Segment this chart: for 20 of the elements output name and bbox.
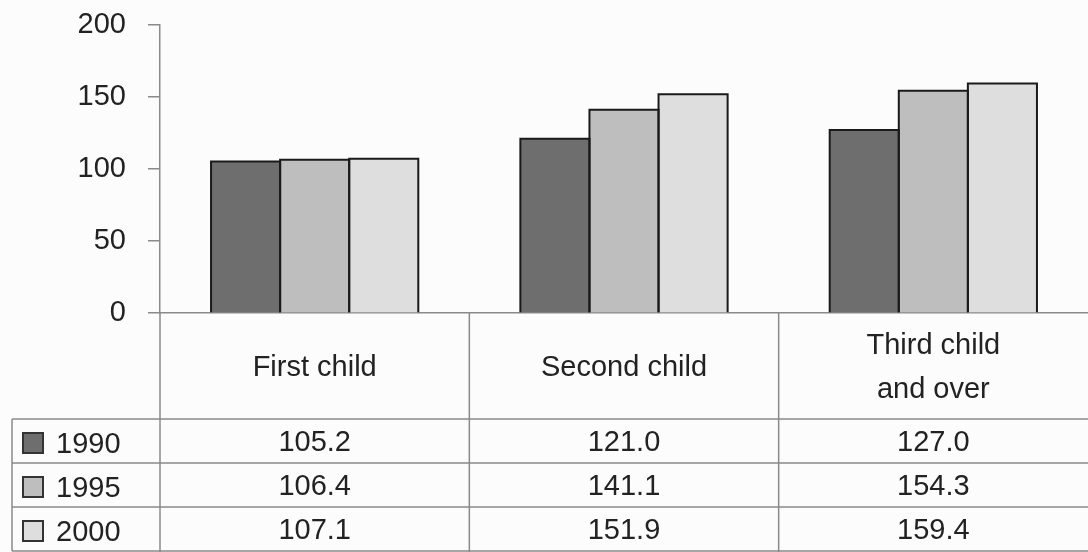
y-tick-label: 50: [93, 223, 126, 255]
y-tick-label: 100: [77, 151, 126, 183]
data-label: 121.0: [587, 425, 661, 457]
y-tick-label: 200: [77, 7, 126, 39]
x-tick-label: Second child: [540, 350, 708, 382]
x-tick-label: First child: [252, 350, 377, 382]
legend-label: 1990: [56, 426, 121, 460]
data-label: 105.2: [278, 425, 351, 457]
data-label: 154.3: [897, 469, 970, 501]
y-tick-label: 0: [109, 295, 126, 327]
data-label: 127.0: [897, 425, 970, 457]
data-label: 159.4: [897, 513, 970, 545]
legend-label: 2000: [56, 514, 121, 548]
legend-label: 1995: [56, 470, 121, 504]
y-tick-label: 150: [77, 79, 126, 111]
data-label: 141.1: [587, 469, 661, 501]
data-label: 107.1: [278, 513, 351, 545]
x-tick-label: Third child and over: [866, 328, 1001, 404]
data-label: 151.9: [587, 513, 661, 545]
data-label: 106.4: [278, 469, 351, 501]
